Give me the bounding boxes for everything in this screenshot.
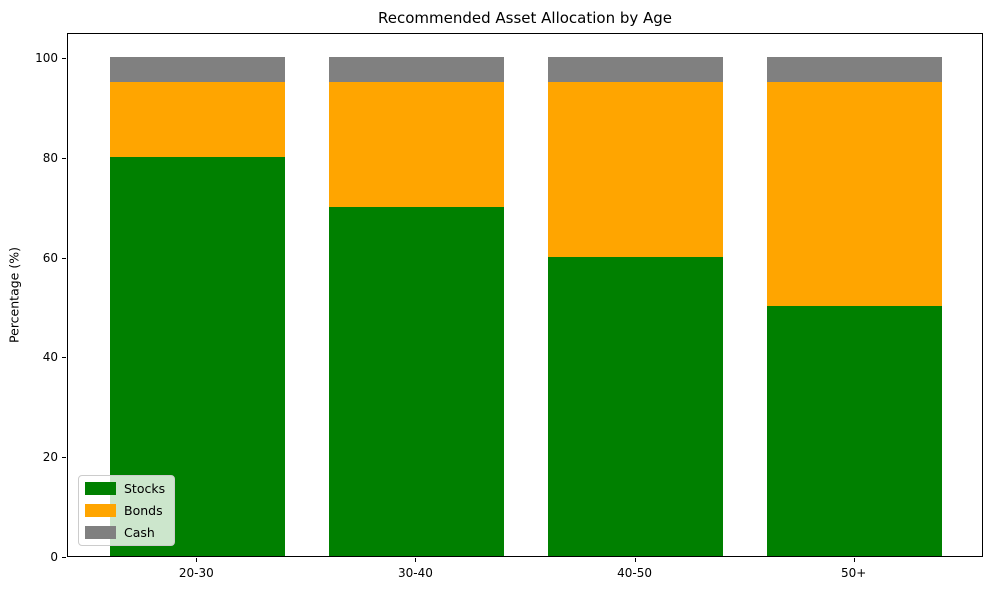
bar-segment-cash-20-30 (109, 56, 285, 82)
chart-title: Recommended Asset Allocation by Age (377, 9, 673, 27)
bar-segment-cash-40-50 (547, 56, 724, 82)
bar-segment-stocks-40-50 (547, 256, 724, 556)
y-tick-label: 40 (42, 350, 58, 365)
x-tick-label: 40-50 (617, 566, 652, 580)
legend-label: Cash (124, 525, 155, 540)
legend-label: Bonds (124, 503, 163, 518)
bar-segment-bonds-20-30 (109, 81, 285, 157)
bar-segment-bonds-30-40 (328, 81, 505, 207)
y-tick-mark (62, 257, 66, 259)
y-tick-mark (62, 357, 66, 359)
legend-row-bonds: Bonds (85, 503, 165, 518)
x-tick-mark (196, 558, 198, 562)
x-tick-label: 50+ (841, 566, 867, 580)
legend-swatch-cash (85, 526, 116, 539)
bar-stack-30-40 (328, 56, 505, 556)
y-tick-mark (62, 157, 66, 159)
x-tick-mark (415, 558, 417, 562)
bar-segment-cash-30-40 (328, 56, 505, 82)
y-tick-mark (62, 457, 66, 459)
plot-area: Stocks Bonds Cash (67, 33, 983, 557)
bar-segment-cash-50+ (767, 56, 943, 82)
x-tick-mark (853, 558, 855, 562)
y-tick-label: 80 (42, 150, 58, 165)
y-tick-label: 20 (42, 450, 58, 465)
x-tick-label: 30-40 (397, 566, 433, 580)
bar-segment-bonds-50+ (767, 81, 943, 307)
y-tick-mark (62, 57, 66, 59)
bar-stack-50+ (767, 56, 943, 556)
x-tick-mark (634, 558, 636, 562)
bar-segment-stocks-30-40 (328, 206, 505, 556)
legend-swatch-bonds (85, 504, 116, 517)
legend-label: Stocks (124, 481, 166, 496)
bar-segment-bonds-40-50 (547, 81, 724, 257)
legend-row-stocks: Stocks (85, 481, 165, 496)
y-tick-label: 60 (42, 250, 58, 265)
y-tick-label: 100 (35, 50, 58, 65)
y-tick-mark (62, 557, 66, 558)
legend-swatch-stocks (85, 482, 116, 495)
bar-segment-stocks-50+ (767, 306, 943, 556)
legend-row-cash: Cash (85, 525, 165, 540)
bar-stack-40-50 (547, 56, 724, 556)
x-tick-label: 20-30 (178, 566, 214, 580)
legend: Stocks Bonds Cash (78, 475, 176, 546)
y-tick-label: 0 (50, 550, 58, 564)
